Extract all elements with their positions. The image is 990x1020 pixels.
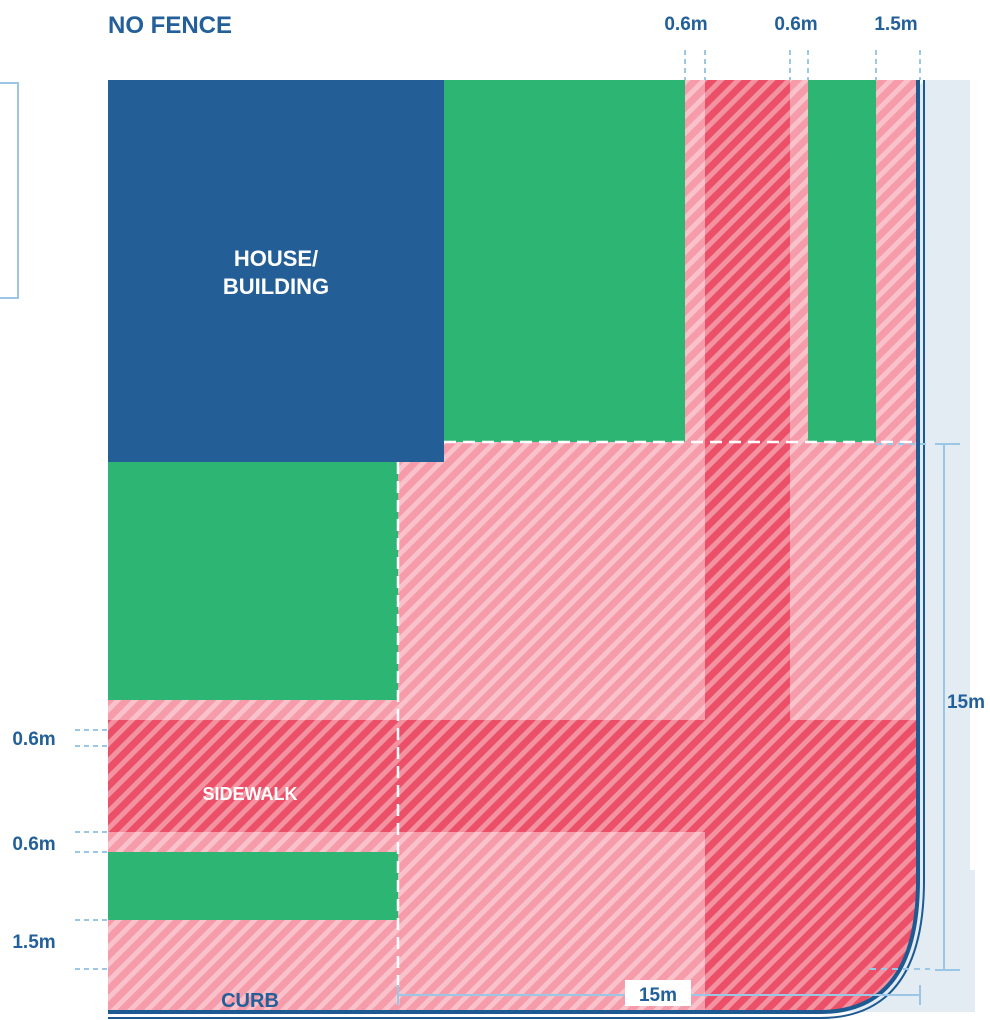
- curb-line-outer: [108, 80, 925, 1019]
- bottom-measure-bg: [625, 980, 691, 1006]
- curb-label: CURB: [221, 990, 279, 1012]
- top-measure-1: 0.6m: [664, 14, 707, 35]
- sidewalk-label: SIDEWALK: [202, 784, 297, 804]
- bottom-measure: 15m: [639, 985, 677, 1006]
- curb-line: [108, 80, 920, 1014]
- house-label-line2: BUILDING: [223, 274, 329, 299]
- grass-strip-overlay: [108, 852, 398, 920]
- right-measure: 15m: [947, 692, 985, 713]
- frame-bracket: [0, 82, 19, 299]
- left-measure-2: 0.6m: [12, 834, 55, 855]
- top-dimension-ticks: [684, 50, 921, 80]
- hatch-overlay: [108, 80, 918, 1010]
- right-tick-marks: [870, 443, 930, 970]
- house-building: [108, 80, 444, 462]
- top-measure-2: 0.6m: [774, 14, 817, 35]
- left-dimension-ticks: [75, 729, 108, 970]
- grass-yard-left: [108, 460, 398, 730]
- curb-corner-clip: [820, 870, 975, 1012]
- left-measure-3: 1.5m: [12, 932, 55, 953]
- house-label-line1: HOUSE/: [234, 246, 318, 271]
- top-measure-3: 1.5m: [874, 14, 917, 35]
- right-dimension: [935, 443, 960, 971]
- grass-right-strip: [808, 80, 876, 442]
- left-measure-1: 0.6m: [12, 729, 55, 750]
- diagram-title: NO FENCE: [108, 12, 232, 39]
